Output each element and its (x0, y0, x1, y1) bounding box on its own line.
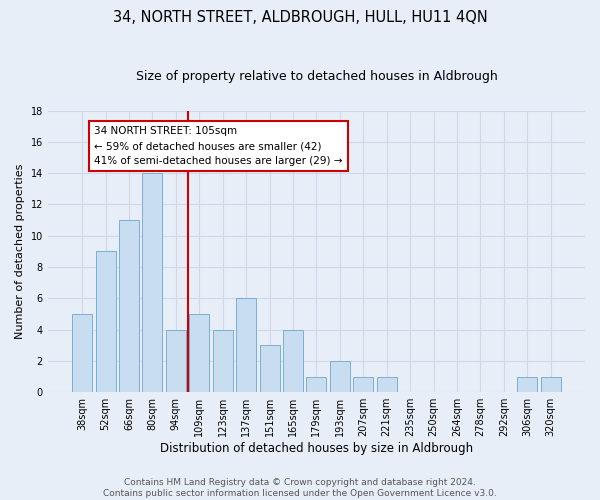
Text: Contains HM Land Registry data © Crown copyright and database right 2024.
Contai: Contains HM Land Registry data © Crown c… (103, 478, 497, 498)
Bar (307, 376, 326, 392)
Y-axis label: Number of detached properties: Number of detached properties (15, 164, 25, 339)
Bar (166, 330, 186, 392)
Title: Size of property relative to detached houses in Aldbrough: Size of property relative to detached ho… (136, 70, 497, 83)
Bar (517, 376, 537, 392)
Bar (190, 314, 209, 392)
Bar (377, 376, 397, 392)
Bar (283, 330, 303, 392)
Bar (95, 252, 116, 392)
Bar (330, 361, 350, 392)
Bar (353, 376, 373, 392)
Bar (213, 330, 233, 392)
Text: 34, NORTH STREET, ALDBROUGH, HULL, HU11 4QN: 34, NORTH STREET, ALDBROUGH, HULL, HU11 … (113, 10, 487, 25)
Bar (142, 173, 163, 392)
Text: 34 NORTH STREET: 105sqm
← 59% of detached houses are smaller (42)
41% of semi-de: 34 NORTH STREET: 105sqm ← 59% of detache… (94, 126, 343, 166)
Bar (236, 298, 256, 392)
Bar (72, 314, 92, 392)
X-axis label: Distribution of detached houses by size in Aldbrough: Distribution of detached houses by size … (160, 442, 473, 455)
Bar (119, 220, 139, 392)
Bar (541, 376, 560, 392)
Bar (260, 346, 280, 392)
